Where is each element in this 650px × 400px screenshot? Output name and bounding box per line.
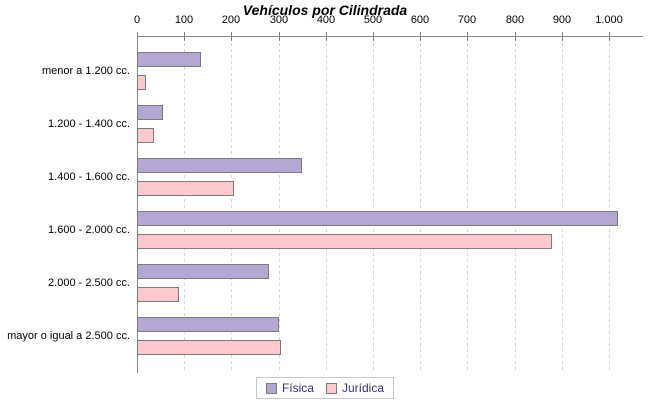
axis-tick [137,32,138,41]
category-label: 2.000 - 2.500 cc. [48,277,130,289]
gridline [562,37,563,373]
x-tick-label: 600 [410,14,430,26]
gridline [279,37,280,373]
legend-item-fisica: Física [265,381,314,395]
legend-label-juridica: Jurídica [341,381,385,395]
gridline [467,37,468,373]
gridline [420,37,421,373]
bar-juridica [137,75,146,90]
legend-item-juridica: Jurídica [325,381,385,395]
bar-fisica [137,211,618,226]
bar-juridica [137,234,552,249]
gridline [515,37,516,373]
axis-tick [515,32,516,41]
x-tick-label: 400 [316,14,336,26]
axis-tick [609,32,610,41]
chart-title: Vehículos por Cilindrada [242,2,408,18]
category-label: 1.200 - 1.400 cc. [48,118,130,130]
bar-juridica [137,287,179,302]
category-label: menor a 1.200 cc. [41,65,130,77]
x-axis-line [137,36,643,37]
legend-swatch-juridica [325,382,337,394]
bar-juridica [137,128,154,143]
x-tick-label: 900 [552,14,572,26]
axis-tick [231,32,232,41]
bar-juridica [137,340,281,355]
x-tick-label: 800 [505,14,525,26]
x-tick-label: 500 [363,14,383,26]
category-label: mayor o igual a 2.500 cc. [7,330,130,342]
gridline [609,37,610,373]
axis-tick [562,32,563,41]
bar-fisica [137,105,163,120]
bar-fisica [137,317,279,332]
legend-label-fisica: Física [281,381,314,395]
axis-tick [279,32,280,41]
x-tick-label: 0 [133,14,141,26]
category-label: 1.400 - 1.600 cc. [48,171,130,183]
gridline [326,37,327,373]
x-tick-label: 1.000 [595,14,623,26]
gridline [373,37,374,373]
bar-juridica [137,181,234,196]
x-tick-label: 100 [174,14,194,26]
bar-fisica [137,264,269,279]
legend: Física Jurídica [0,377,650,399]
bar-fisica [137,52,201,67]
gridline [231,37,232,373]
legend-swatch-fisica [265,382,277,394]
y-axis-line [137,36,138,373]
axis-tick [373,32,374,41]
axis-tick [184,32,185,41]
axis-tick [420,32,421,41]
x-tick-label: 300 [269,14,289,26]
x-tick-label: 200 [221,14,241,26]
bar-fisica [137,158,302,173]
category-label: 1.600 - 2.000 cc. [48,224,130,236]
x-tick-label: 700 [457,14,477,26]
gridline [184,37,185,373]
axis-tick [326,32,327,41]
legend-box: Física Jurídica [255,377,395,399]
axis-tick [467,32,468,41]
